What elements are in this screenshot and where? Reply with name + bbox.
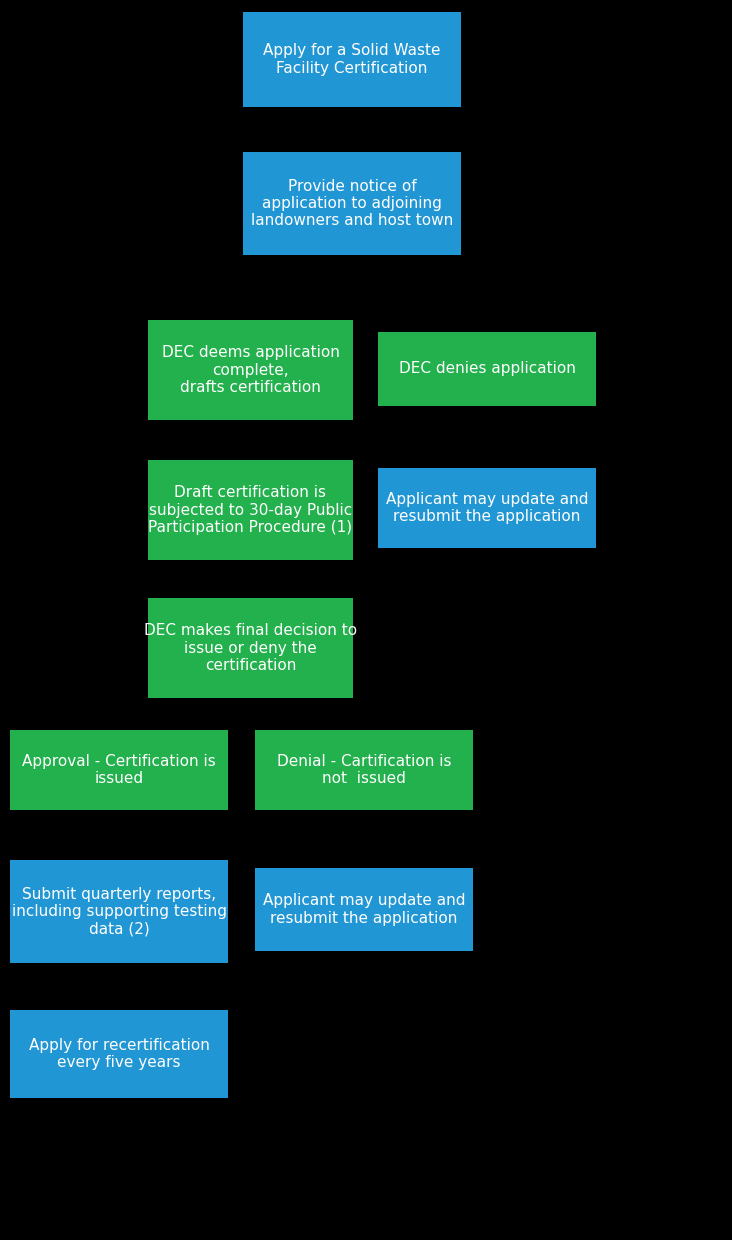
Text: Applicant may update and
resubmit the application: Applicant may update and resubmit the ap… [263,893,466,926]
Text: DEC makes final decision to
issue or deny the
certification: DEC makes final decision to issue or den… [144,622,357,673]
Text: DEC denies application: DEC denies application [398,362,575,377]
Text: Provide notice of
application to adjoining
landowners and host town: Provide notice of application to adjoini… [251,179,453,228]
FancyBboxPatch shape [148,320,353,420]
Text: Applicant may update and
resubmit the application: Applicant may update and resubmit the ap… [386,492,589,525]
Text: DEC deems application
complete,
drafts certification: DEC deems application complete, drafts c… [162,345,340,394]
FancyBboxPatch shape [378,467,596,548]
FancyBboxPatch shape [148,460,353,560]
FancyBboxPatch shape [10,730,228,810]
FancyBboxPatch shape [243,12,461,107]
FancyBboxPatch shape [148,598,353,698]
FancyBboxPatch shape [243,153,461,255]
Text: Draft certification is
subjected to 30-day Public
Participation Procedure (1): Draft certification is subjected to 30-d… [149,485,353,534]
Text: Apply for recertification
every five years: Apply for recertification every five yea… [29,1038,209,1070]
FancyBboxPatch shape [10,861,228,963]
Text: Approval - Certification is
issued: Approval - Certification is issued [22,754,216,786]
Text: Submit quarterly reports,
including supporting testing
data (2): Submit quarterly reports, including supp… [12,887,226,936]
FancyBboxPatch shape [255,730,473,810]
FancyBboxPatch shape [255,868,473,951]
Text: Apply for a Solid Waste
Facility Certification: Apply for a Solid Waste Facility Certifi… [264,43,441,76]
FancyBboxPatch shape [10,1011,228,1097]
FancyBboxPatch shape [378,332,596,405]
Text: Denial - Cartification is
not  issued: Denial - Cartification is not issued [277,754,451,786]
